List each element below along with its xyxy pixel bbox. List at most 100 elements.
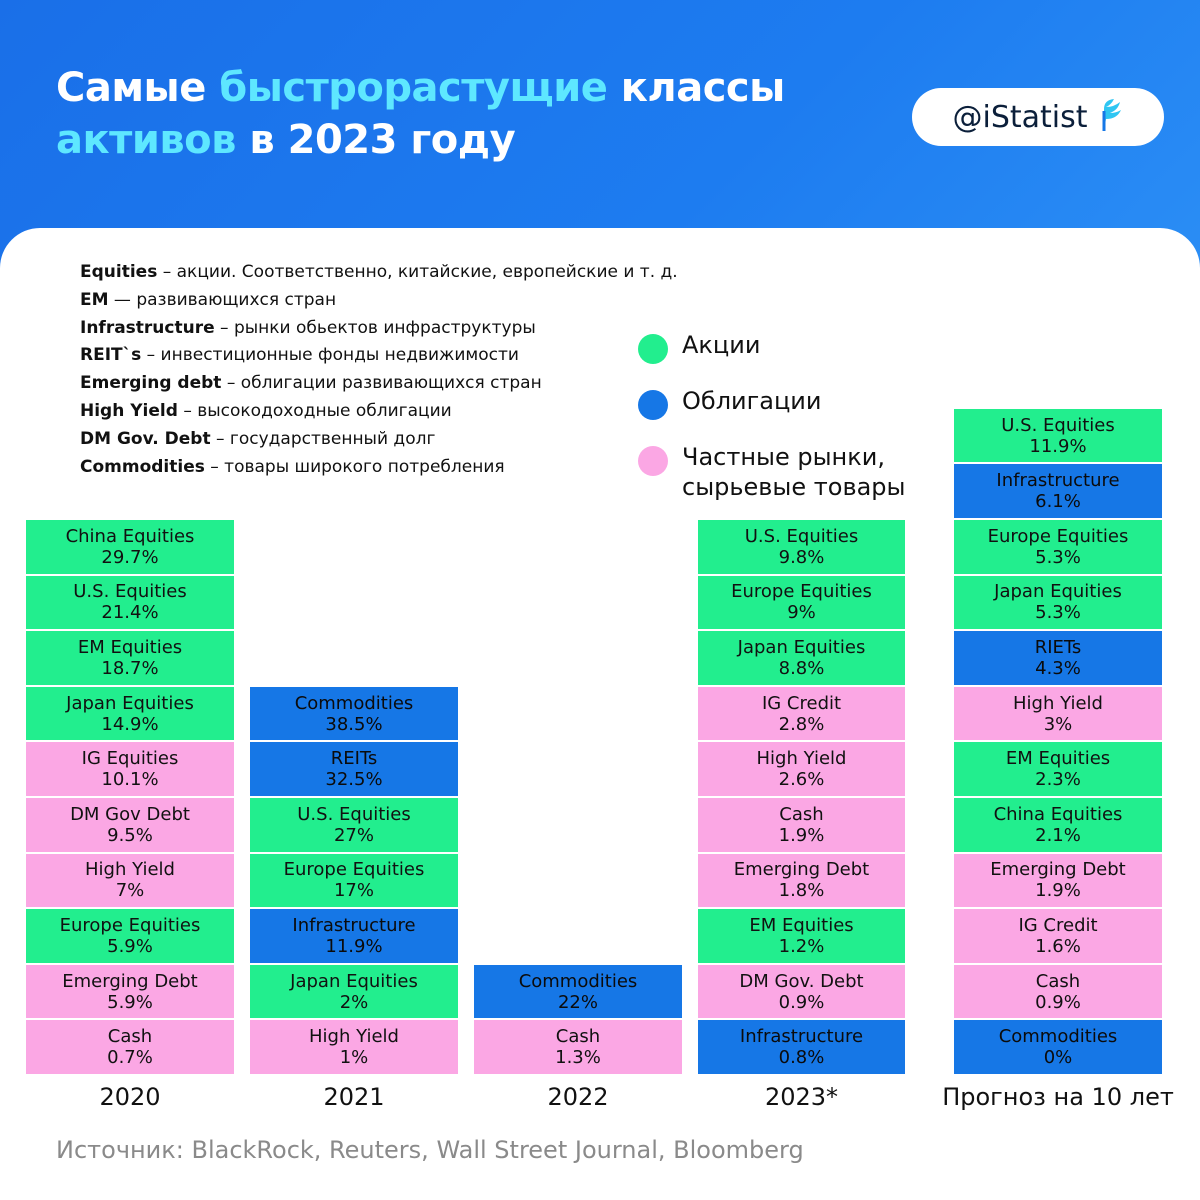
asset-name: Europe Equities bbox=[283, 859, 425, 881]
asset-return: 0% bbox=[1043, 1047, 1073, 1069]
asset-cell: High Yield 7% bbox=[26, 853, 234, 910]
asset-cell: Cash 1.3% bbox=[474, 1020, 682, 1076]
asset-return: 5.3% bbox=[1035, 602, 1081, 624]
glossary-row: REIT`s – инвестиционные фонды недвижимос… bbox=[80, 345, 760, 373]
asset-return: 2.1% bbox=[1035, 824, 1081, 846]
asset-cell: DM Gov Debt 9.5% bbox=[26, 798, 234, 854]
legend: Акции Облигации Частные рынки, сырьевые то… bbox=[638, 330, 905, 524]
asset-return: 1.2% bbox=[778, 935, 825, 957]
legend-swatch bbox=[638, 446, 668, 476]
asset-name: IG Credit bbox=[761, 692, 842, 714]
glossary-row: DM Gov. Debt – государственный долг bbox=[80, 429, 760, 457]
asset-name: Japan Equities bbox=[290, 970, 418, 992]
asset-return: 0.8% bbox=[778, 1047, 825, 1069]
asset-return: 5.9% bbox=[107, 935, 153, 957]
asset-return: 1% bbox=[339, 1047, 369, 1069]
asset-return: 11.9% bbox=[1029, 435, 1087, 457]
asset-name: RIETs bbox=[1034, 636, 1082, 658]
asset-name: High Yield bbox=[85, 859, 175, 881]
asset-return: 9.8% bbox=[778, 546, 825, 568]
asset-cell: Europe Equities 5.9% bbox=[26, 909, 234, 965]
asset-return: 2.8% bbox=[778, 713, 825, 735]
asset-name: Cash bbox=[555, 1026, 601, 1048]
asset-cell: Japan Equities 5.3% bbox=[954, 575, 1162, 632]
asset-name: China Equities bbox=[993, 803, 1123, 825]
asset-return: 10.1% bbox=[101, 769, 159, 791]
asset-cell: RIETs 4.3% bbox=[954, 631, 1162, 687]
page-title: Самые быстрорастущие классы активов в 20… bbox=[56, 62, 876, 166]
glossary-term: EM bbox=[80, 289, 109, 310]
column-label: 2023* bbox=[764, 1083, 839, 1111]
asset-return: 0.9% bbox=[1035, 991, 1081, 1013]
glossary-row: Commodities – товары широкого потреблени… bbox=[80, 457, 760, 485]
glossary-desc: – государственный долг bbox=[210, 428, 436, 449]
asset-cell: IG Credit 2.8% bbox=[698, 686, 905, 743]
asset-name: DM Gov. Debt bbox=[739, 970, 864, 992]
asset-name: High Yield bbox=[309, 1026, 399, 1048]
asset-return: 1.3% bbox=[555, 1047, 601, 1069]
glossary-desc: – высокодоходные облигации bbox=[177, 400, 452, 421]
glossary-term: Commodities bbox=[80, 456, 205, 477]
asset-name: U.S. Equities bbox=[1001, 414, 1115, 436]
asset-name: Emerging Debt bbox=[733, 859, 870, 881]
title-highlight: активов bbox=[56, 117, 236, 163]
asset-name: High Yield bbox=[756, 748, 847, 770]
asset-return: 11.9% bbox=[325, 935, 383, 957]
asset-name: High Yield bbox=[1013, 692, 1103, 714]
asset-cell: Commodities 22% bbox=[474, 964, 682, 1021]
title-highlight: быстрорастущие bbox=[219, 65, 608, 111]
asset-name: Infrastructure bbox=[739, 1026, 864, 1048]
asset-name: Commodities bbox=[518, 970, 638, 992]
brand-badge[interactable]: @iStatist bbox=[912, 88, 1164, 146]
asset-cell: Infrastructure 6.1% bbox=[954, 464, 1162, 520]
asset-return: 1.9% bbox=[778, 824, 825, 846]
asset-return: 8.8% bbox=[778, 657, 825, 679]
asset-name: IG Credit bbox=[1018, 914, 1098, 936]
asset-return: 1.9% bbox=[1035, 880, 1081, 902]
glossary-term: High Yield bbox=[80, 400, 178, 421]
asset-return: 9% bbox=[787, 602, 816, 624]
asset-return: 2.6% bbox=[778, 769, 825, 791]
asset-return: 6.1% bbox=[1035, 491, 1081, 513]
asset-return: 3% bbox=[1043, 713, 1073, 735]
glossary-term: Equities bbox=[80, 262, 158, 282]
asset-cell: Cash 0.9% bbox=[954, 964, 1162, 1021]
asset-name: China Equities bbox=[65, 525, 195, 547]
glossary-desc: – инвестиционные фонды недвижимости bbox=[141, 345, 519, 366]
glossary-desc: – акции. Соответственно, китайские, евро… bbox=[157, 262, 678, 282]
glossary-term: REIT`s bbox=[80, 345, 142, 366]
asset-return: 5.9% bbox=[107, 991, 153, 1013]
column-label: 2020 bbox=[99, 1083, 161, 1111]
title-part: классы bbox=[607, 65, 786, 111]
asset-cell: High Yield 1% bbox=[250, 1020, 458, 1076]
asset-return: 18.7% bbox=[101, 657, 159, 679]
asset-return: 2% bbox=[339, 991, 369, 1013]
asset-cell: U.S. Equities 21.4% bbox=[26, 575, 234, 632]
asset-cell: China Equities 2.1% bbox=[954, 798, 1162, 854]
asset-cell: Cash 1.9% bbox=[698, 798, 905, 854]
asset-name: Europe Equities bbox=[731, 581, 872, 603]
column-label: 2021 bbox=[323, 1083, 385, 1111]
asset-name: Japan Equities bbox=[994, 581, 1122, 603]
asset-cell: IG Credit 1.6% bbox=[954, 909, 1162, 965]
asset-name: EM Equities bbox=[749, 914, 854, 936]
asset-cell: Japan Equities 14.9% bbox=[26, 686, 234, 743]
asset-name: Commodities bbox=[294, 692, 414, 714]
asset-cell: Japan Equities 8.8% bbox=[698, 631, 905, 687]
column-label: 2022 bbox=[547, 1083, 609, 1111]
legend-item-equity: Акции bbox=[638, 330, 905, 364]
glossary-term: DM Gov. Debt bbox=[80, 428, 211, 449]
asset-cell: U.S. Equities 9.8% bbox=[698, 520, 905, 576]
asset-name: Infrastructure bbox=[292, 914, 416, 936]
asset-cell: High Yield 3% bbox=[954, 686, 1162, 743]
asset-return: 0.7% bbox=[107, 1047, 153, 1069]
asset-cell: Europe Equities 9% bbox=[698, 575, 905, 632]
asset-name: Commodities bbox=[998, 1026, 1118, 1048]
asset-return: 22% bbox=[557, 991, 598, 1013]
asset-cell: Commodities 38.5% bbox=[250, 686, 458, 743]
title-part: в 2023 году bbox=[235, 117, 516, 163]
asset-cell: DM Gov. Debt 0.9% bbox=[698, 964, 905, 1021]
asset-name: Europe Equities bbox=[59, 914, 201, 936]
asset-return: 17% bbox=[333, 880, 374, 902]
legend-item-bond: Облигации bbox=[638, 386, 905, 420]
